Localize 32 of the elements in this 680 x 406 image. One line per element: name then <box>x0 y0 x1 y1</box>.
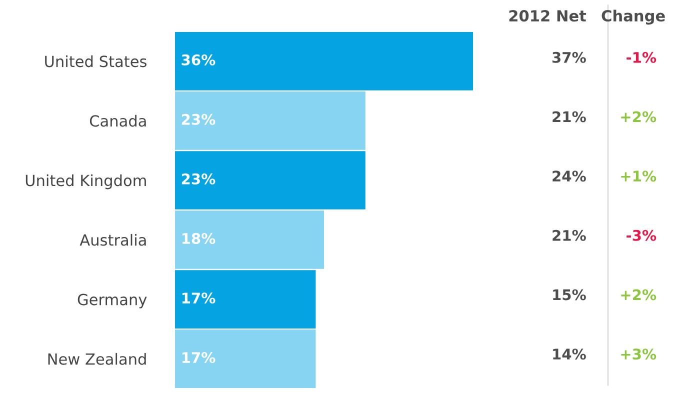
text: 24% <box>552 170 586 182</box>
text: +3% <box>621 348 656 360</box>
data-label: 18% <box>182 232 216 244</box>
y-tick-label: United States <box>45 55 146 68</box>
bar <box>175 270 316 328</box>
text: 14% <box>553 348 586 360</box>
text: 21% <box>552 111 586 122</box>
text: 37% <box>552 52 586 63</box>
bar <box>175 151 366 210</box>
text: 21% <box>552 230 586 241</box>
text: 2012 Net <box>509 10 586 22</box>
bar <box>175 92 366 150</box>
y-tick-label: United Kingdom <box>26 174 146 190</box>
text: +2% <box>621 289 656 300</box>
text: Change <box>602 10 665 25</box>
data-label: 17% <box>182 292 216 304</box>
text: +1% <box>621 170 656 182</box>
data-label: 23% <box>182 173 216 184</box>
text: -3% <box>626 230 656 241</box>
y-tick-label: Germany <box>78 294 147 308</box>
bar <box>175 32 473 90</box>
y-tick-label: New Zealand <box>48 353 146 365</box>
y-tick-label: Australia <box>80 234 146 246</box>
y-tick-label: Canada <box>90 114 146 127</box>
bar <box>175 330 316 388</box>
bar <box>175 210 324 269</box>
text: +2% <box>621 111 656 122</box>
data-label: 17% <box>182 352 216 364</box>
data-label: 23% <box>182 114 216 125</box>
data-label: 36% <box>182 54 216 66</box>
text: 15% <box>553 289 586 300</box>
text: -1% <box>626 52 656 63</box>
